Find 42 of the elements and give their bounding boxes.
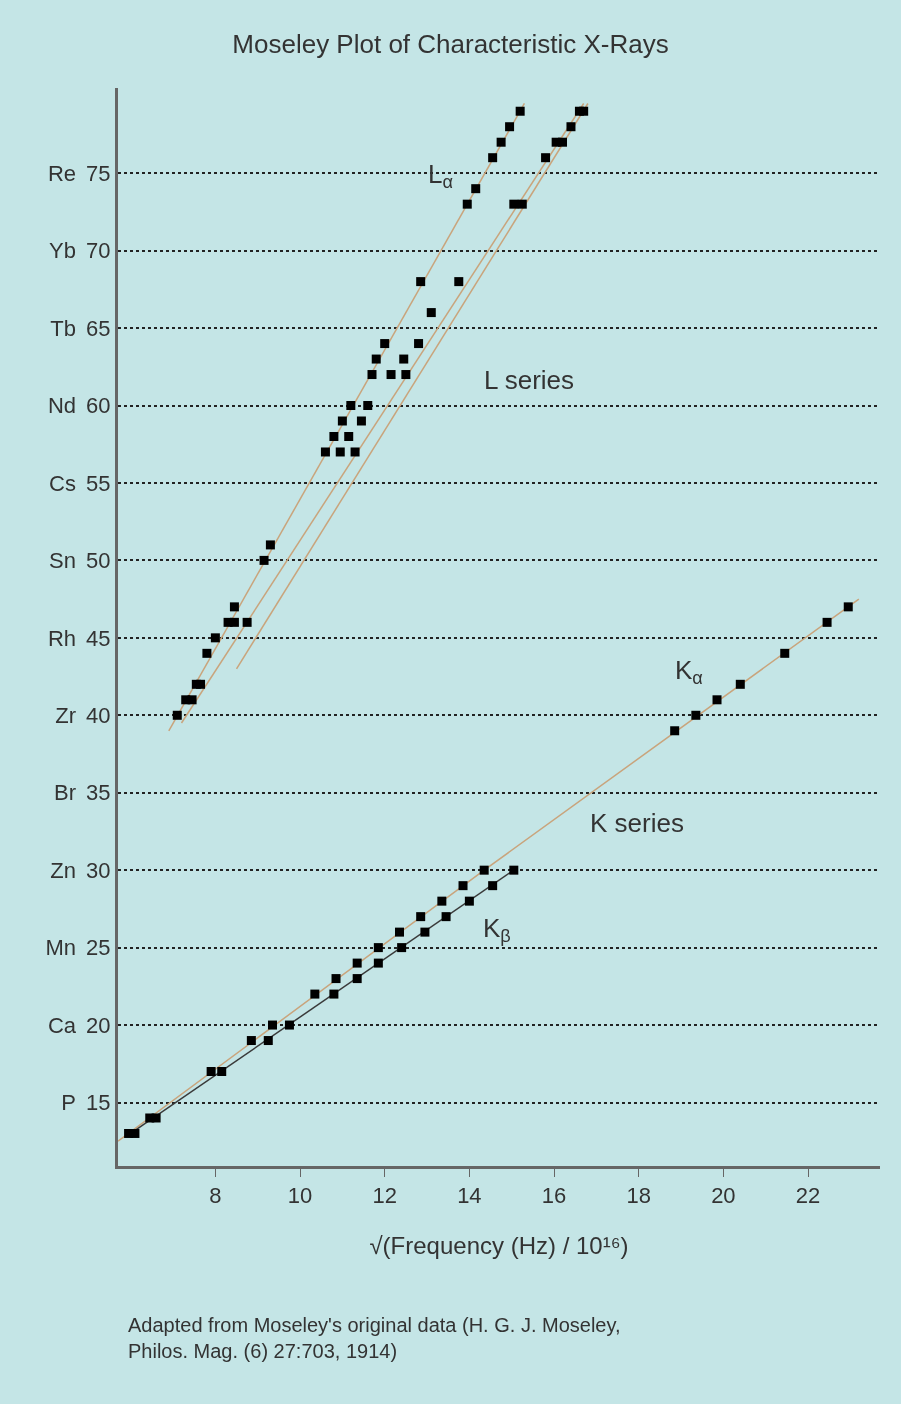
category-label: Mn [45, 935, 76, 961]
chart-title: Moseley Plot of Characteristic X-Rays [232, 29, 669, 60]
annotation: L series [484, 365, 575, 395]
category-label: Zr [55, 702, 76, 728]
y-tick-label: 45 [86, 625, 111, 651]
y-tick-label: 40 [86, 702, 111, 728]
category-label: Yb [49, 238, 76, 264]
x-tick-label: 16 [541, 1183, 567, 1209]
y-tick-label: 25 [86, 935, 111, 961]
y-tick-label: 50 [86, 548, 111, 574]
series-label: L$_{α}$ [428, 159, 453, 193]
series-label: K$_{β}$ [483, 913, 511, 947]
y-tick-label: 75 [86, 160, 111, 186]
category-label: Br [54, 780, 76, 806]
x-tick-label: 8 [209, 1183, 222, 1209]
x-tick-label: 14 [457, 1183, 482, 1209]
category-label: Cs [49, 470, 76, 496]
x-tick-label: 22 [795, 1183, 821, 1209]
x-axis-title: √(Frequency (Hz) / 10¹⁶) [369, 1231, 629, 1259]
y-tick-label: 70 [86, 238, 111, 264]
series-label: K$_{α}$ [675, 655, 703, 689]
y-tick-label: 65 [86, 315, 111, 341]
x-tick-label: 20 [711, 1183, 736, 1209]
y-tick-label: 55 [86, 470, 111, 496]
x-tick-label: 18 [626, 1183, 651, 1209]
x-tick-label: 10 [287, 1183, 313, 1209]
text: Adapted from Moseley's original data (H. G. J. Moseley, Philos. Mag. (6) 27:703, 1914) [128, 1314, 621, 1362]
x-tick-label: 12 [372, 1183, 397, 1209]
category-label: Zn [50, 857, 76, 883]
y-tick-label: 20 [86, 1012, 111, 1038]
category-label: Nd [47, 393, 76, 419]
y-tick-label: 60 [86, 393, 111, 419]
category-label: Re [47, 160, 76, 186]
category-label: Ca [47, 1012, 76, 1038]
category-label: Rh [47, 625, 76, 651]
category-label: Sn [49, 548, 76, 574]
y-tick-label: 30 [86, 857, 111, 883]
category-label: P [61, 1090, 76, 1116]
y-tick-label: 15 [86, 1090, 111, 1116]
annotation: K series [590, 808, 684, 838]
category-label: Tb [50, 315, 76, 341]
y-tick-label: 35 [86, 780, 111, 806]
